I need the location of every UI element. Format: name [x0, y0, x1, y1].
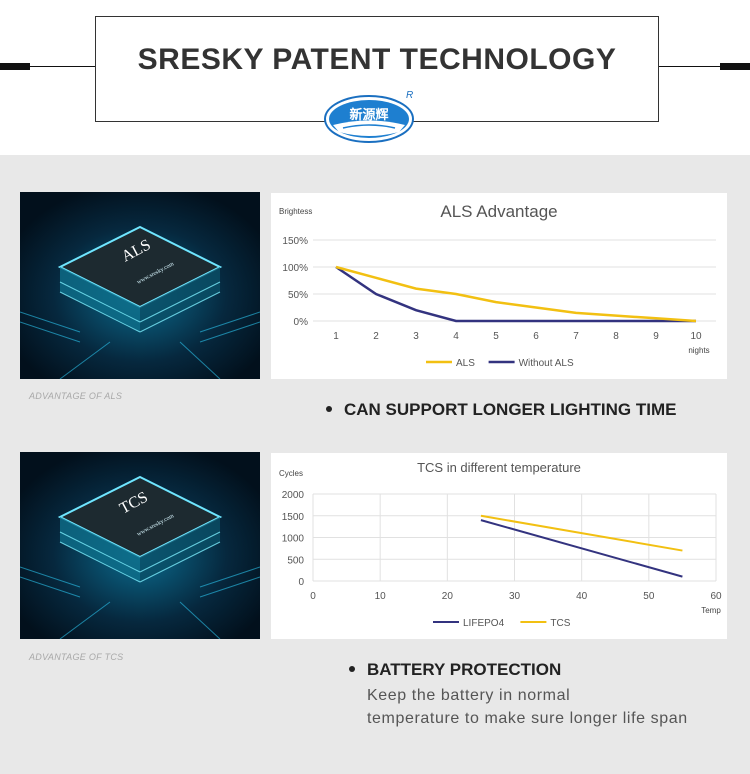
- tcs-x-tick: 20: [442, 591, 454, 602]
- tcs-bullet: BATTERY PROTECTION: [349, 660, 561, 680]
- tcs-chart-panel: Cycles TCS in different temperature Temp…: [271, 453, 727, 639]
- tcs-chart: Cycles TCS in different temperature Temp…: [279, 460, 722, 629]
- als-legend-label: Without ALS: [519, 358, 574, 369]
- als-legend-label: ALS: [456, 358, 475, 369]
- tcs-chart-title: TCS in different temperature: [417, 460, 581, 475]
- tcs-x-label: Temp: [701, 606, 721, 615]
- tcs-y-tick: 0: [298, 577, 304, 588]
- tcs-y-tick: 1000: [282, 534, 305, 545]
- header-right-rule: [657, 66, 750, 67]
- als-x-tick: 4: [453, 331, 459, 342]
- tcs-x-tick: 60: [710, 591, 722, 602]
- registered-mark: R: [406, 90, 414, 101]
- tcs-series-lifepo4: [480, 519, 683, 578]
- tcs-caption: ADVANTAGE OF TCS: [29, 652, 124, 662]
- als-y-tick: 0%: [294, 317, 309, 328]
- header-left-cap: [0, 63, 30, 70]
- als-x-tick: 1: [333, 331, 339, 342]
- logo-text: 新源辉: [349, 108, 389, 123]
- als-x-tick: 10: [690, 331, 702, 342]
- tcs-y-tick: 2000: [282, 490, 305, 501]
- als-y-tick: 100%: [282, 263, 308, 274]
- als-series-without-als: [335, 265, 696, 323]
- als-x-tick: 6: [533, 331, 539, 342]
- als-series-als: [335, 265, 697, 323]
- als-x-tick: 7: [573, 331, 579, 342]
- tcs-legend-label: LIFEPO4: [463, 618, 505, 629]
- als-y-tick: 150%: [282, 236, 308, 247]
- tcs-y-label: Cycles: [279, 469, 303, 478]
- als-x-tick: 8: [613, 331, 619, 342]
- tcs-chip-image: TCS www.sresky.com: [20, 452, 260, 639]
- tcs-series-tcs: [480, 514, 683, 552]
- brand-logo: 新源辉: [323, 94, 415, 144]
- als-x-label: nights: [688, 346, 709, 355]
- tcs-x-tick: 0: [310, 591, 316, 602]
- als-bullet-text: CAN SUPPORT LONGER LIGHTING TIME: [344, 400, 677, 419]
- tcs-x-tick: 50: [643, 591, 655, 602]
- tcs-x-tick: 40: [576, 591, 588, 602]
- tcs-desc-line1: Keep the battery in normal: [367, 687, 571, 704]
- als-x-tick: 5: [493, 331, 499, 342]
- als-y-label: Brightess: [279, 207, 312, 216]
- als-caption: ADVANTAGE OF ALS: [29, 391, 123, 401]
- als-y-tick: 50%: [288, 290, 308, 301]
- bullet-dot: [349, 665, 355, 672]
- als-chart: Brightess ALS Advantage nights 0% 50% 100%…: [279, 202, 716, 369]
- header-right-cap: [720, 63, 750, 70]
- tcs-desc-line2: temperature to make sure longer life spa…: [367, 710, 688, 727]
- header-left-rule: [0, 66, 95, 67]
- tcs-bullet-text: BATTERY PROTECTION: [367, 660, 562, 679]
- als-chart-panel: Brightess ALS Advantage nights 0% 50% 100%…: [271, 193, 727, 379]
- tcs-x-tick: 30: [509, 591, 521, 602]
- als-x-tick: 3: [413, 331, 419, 342]
- als-x-tick: 2: [373, 331, 379, 342]
- page-title: SRESKY PATENT TECHNOLOGY: [137, 43, 617, 76]
- als-bullet: CAN SUPPORT LONGER LIGHTING TIME: [326, 400, 676, 420]
- als-chip-image: ALS www.sresky.com: [20, 192, 260, 379]
- bullet-dot: [326, 405, 332, 412]
- tcs-legend-label: TCS: [550, 618, 570, 629]
- tcs-y-tick: 1500: [282, 512, 305, 523]
- als-chart-title: ALS Advantage: [440, 202, 557, 221]
- tcs-x-tick: 10: [375, 591, 387, 602]
- als-x-tick: 9: [653, 331, 659, 342]
- tcs-y-tick: 500: [287, 555, 304, 566]
